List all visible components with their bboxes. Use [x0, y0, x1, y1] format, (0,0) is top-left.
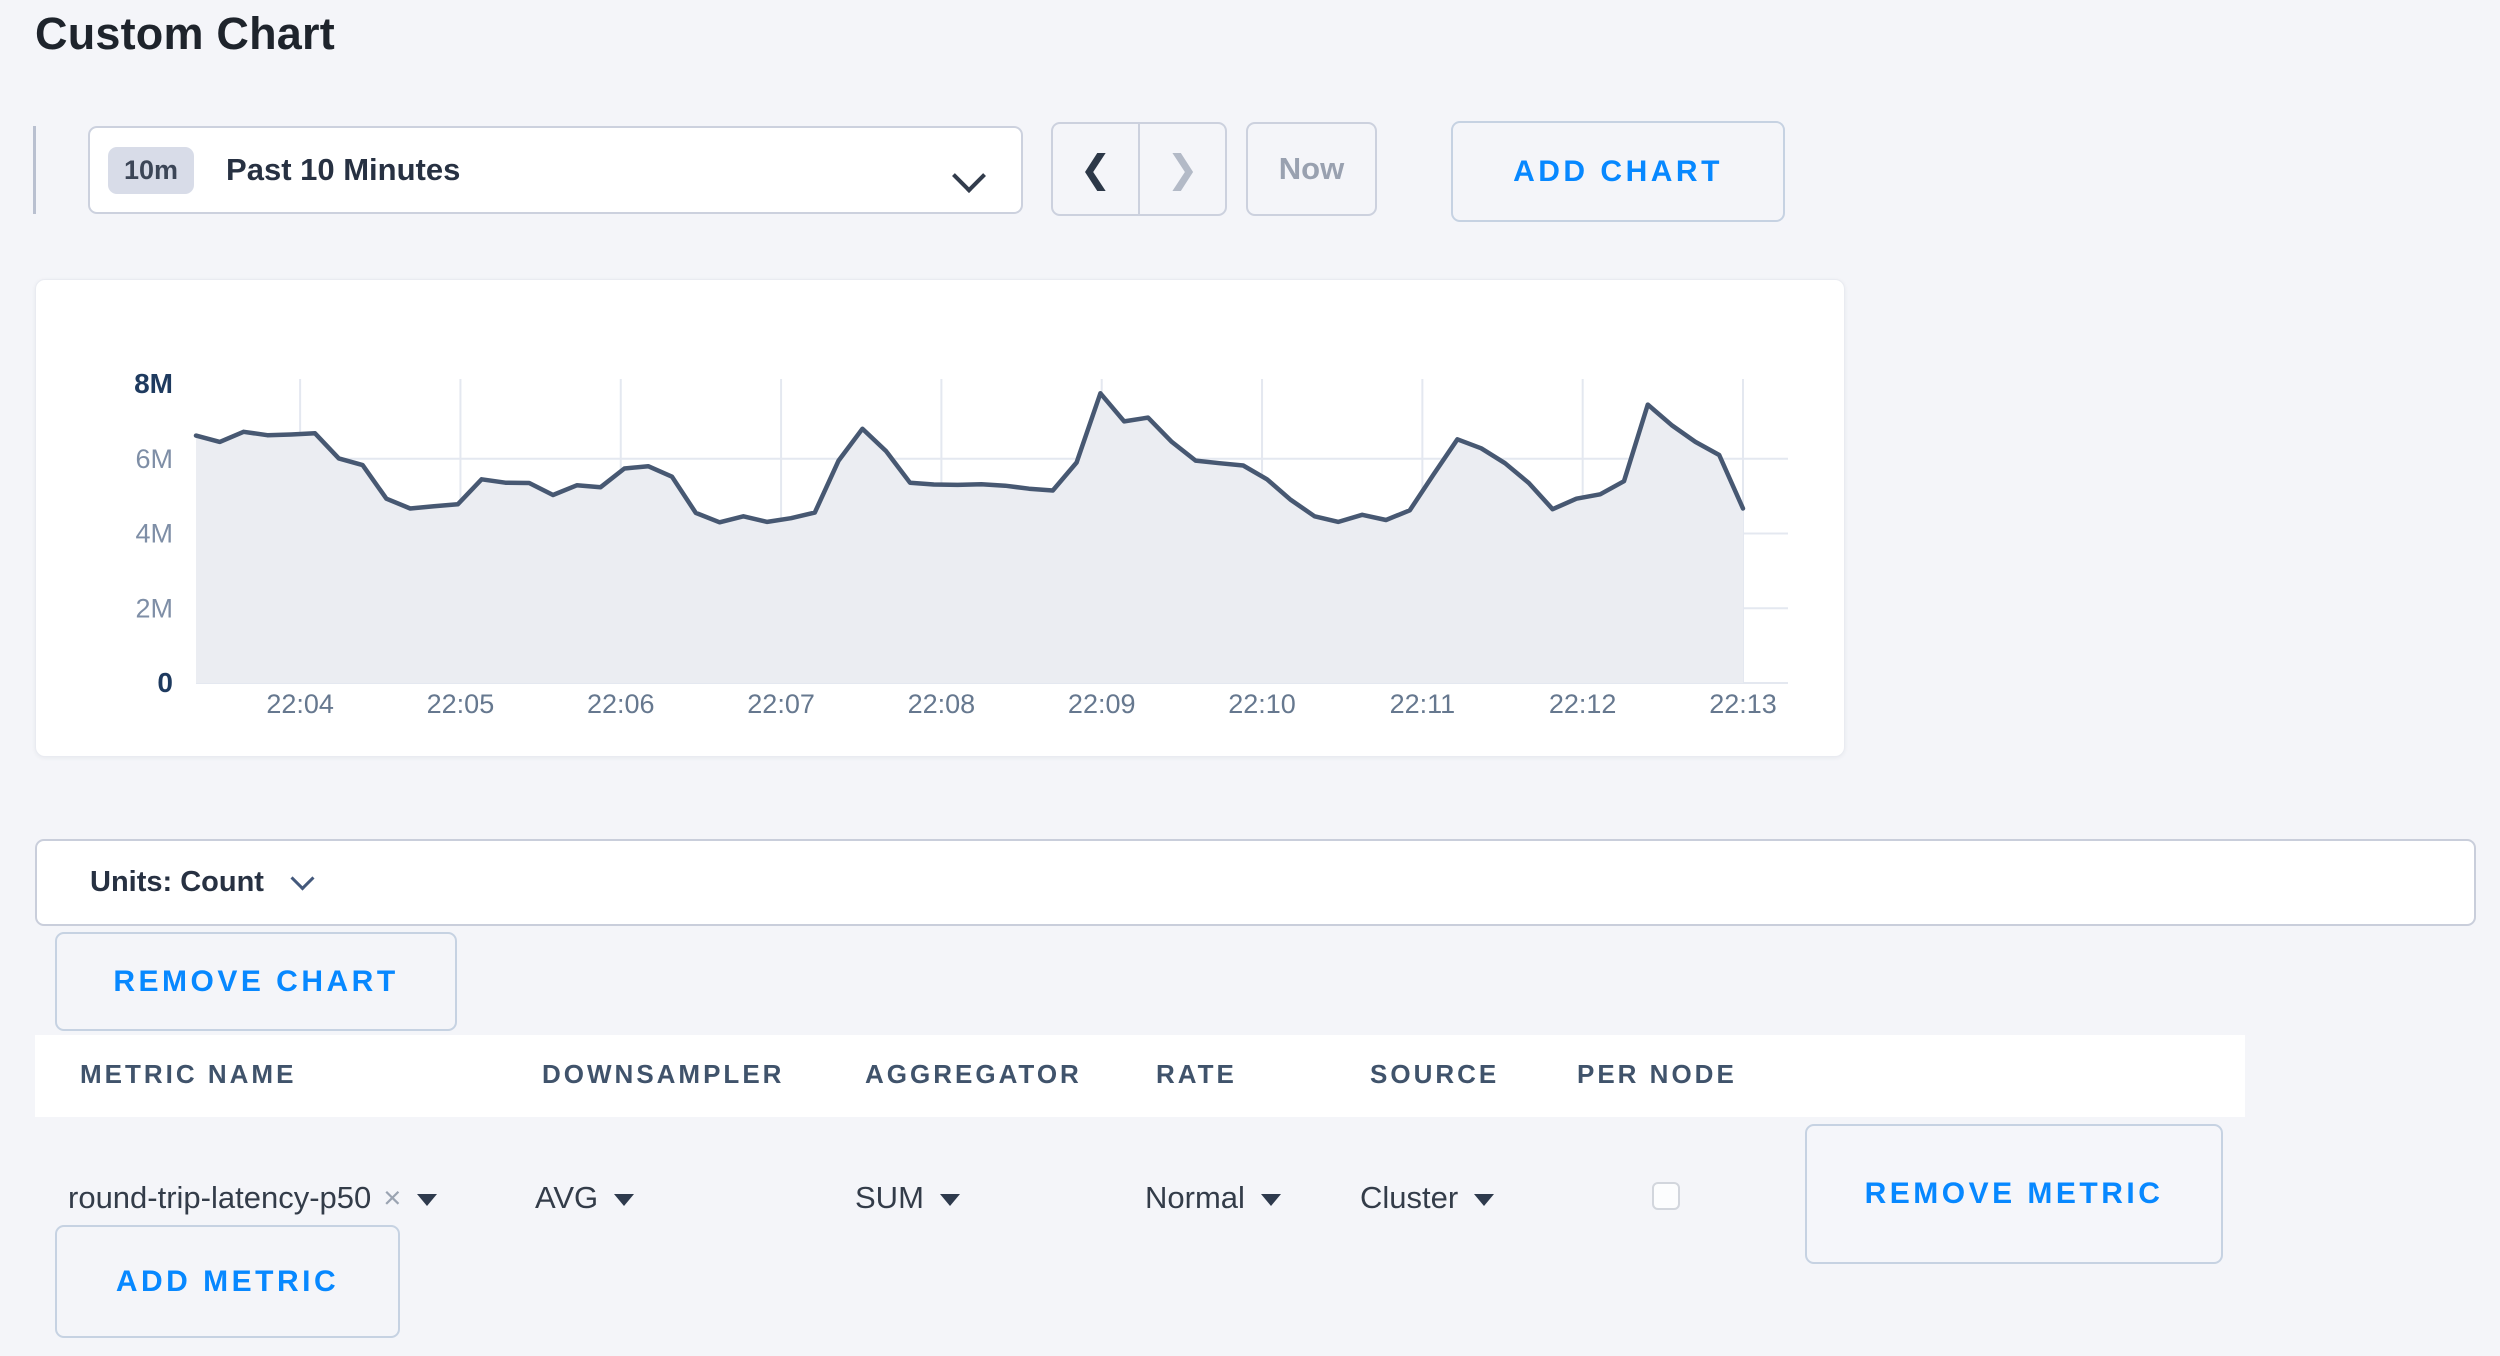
aggregator-value: SUM [855, 1180, 924, 1215]
rate-select[interactable]: Normal [1145, 1178, 1281, 1218]
next-time-button[interactable]: ❯ [1140, 124, 1225, 214]
svg-text:22:12: 22:12 [1549, 689, 1617, 719]
toolbar-divider [33, 126, 36, 214]
remove-chart-button[interactable]: REMOVE CHART [55, 932, 457, 1031]
svg-text:22:10: 22:10 [1228, 689, 1296, 719]
col-metric-name: METRIC NAME [80, 1059, 297, 1089]
page-title: Custom Chart [35, 8, 335, 59]
remove-metric-button[interactable]: REMOVE METRIC [1805, 1124, 2223, 1264]
svg-text:22:09: 22:09 [1068, 689, 1136, 719]
col-downsampler: DOWNSAMPLER [542, 1059, 785, 1089]
metric-name-value: round-trip-latency-p50 [68, 1180, 372, 1215]
time-range-label: Past 10 Minutes [226, 152, 461, 187]
time-range-select[interactable]: 10m Past 10 Minutes [88, 126, 1023, 214]
dropdown-arrow-icon [1474, 1194, 1495, 1206]
time-range-badge: 10m [108, 146, 195, 194]
svg-text:2M: 2M [135, 593, 173, 623]
svg-text:22:06: 22:06 [587, 689, 655, 719]
svg-text:4M: 4M [135, 519, 173, 549]
rate-value: Normal [1145, 1180, 1245, 1215]
chevron-down-icon [290, 866, 315, 891]
source-select[interactable]: Cluster [1360, 1178, 1495, 1218]
aggregator-select[interactable]: SUM [855, 1178, 960, 1218]
svg-text:8M: 8M [134, 368, 173, 399]
chart-card: 22:04 22:05 22:06 22:07 22:08 22:09 22:10 22:11… [35, 279, 1845, 757]
svg-text:22:13: 22:13 [1709, 689, 1777, 719]
source-value: Cluster [1360, 1180, 1459, 1215]
downsampler-value: AVG [535, 1180, 599, 1215]
svg-text:22:11: 22:11 [1390, 689, 1456, 719]
chevron-right-icon: ❯ [1166, 148, 1199, 191]
col-aggregator: AGGREGATOR [865, 1059, 1082, 1089]
dropdown-arrow-icon [1260, 1194, 1281, 1206]
add-metric-button[interactable]: ADD METRIC [55, 1225, 400, 1338]
units-select-label: Units: Count [90, 866, 264, 898]
metric-name-select[interactable]: round-trip-latency-p50 × [68, 1178, 438, 1218]
col-source: SOURCE [1370, 1059, 1500, 1089]
clear-icon[interactable]: × [383, 1180, 402, 1215]
svg-text:6M: 6M [135, 444, 173, 474]
col-per-node: PER NODE [1577, 1059, 1737, 1089]
svg-text:22:04: 22:04 [266, 689, 334, 719]
add-chart-button[interactable]: ADD CHART [1451, 121, 1785, 222]
dropdown-arrow-icon [417, 1194, 438, 1206]
dropdown-arrow-icon [614, 1194, 635, 1206]
units-select[interactable]: Units: Count [35, 839, 2476, 926]
time-step-buttons: ❮ ❯ [1051, 122, 1227, 216]
svg-text:22:07: 22:07 [747, 689, 815, 719]
timeseries-chart[interactable]: 22:04 22:05 22:06 22:07 22:08 22:09 22:10 22:11… [36, 280, 1846, 758]
svg-text:22:05: 22:05 [427, 689, 495, 719]
dropdown-arrow-icon [939, 1194, 960, 1206]
per-node-checkbox[interactable] [1652, 1182, 1680, 1210]
col-rate: RATE [1156, 1059, 1237, 1089]
svg-text:0: 0 [157, 667, 173, 698]
metrics-table-header: METRIC NAME DOWNSAMPLER AGGREGATOR RATE … [35, 1035, 2245, 1117]
prev-time-button[interactable]: ❮ [1053, 124, 1140, 214]
chevron-down-icon [952, 159, 986, 193]
svg-text:22:08: 22:08 [908, 689, 976, 719]
downsampler-select[interactable]: AVG [535, 1178, 635, 1218]
chevron-left-icon: ❮ [1079, 148, 1112, 191]
now-button[interactable]: Now [1246, 122, 1377, 216]
